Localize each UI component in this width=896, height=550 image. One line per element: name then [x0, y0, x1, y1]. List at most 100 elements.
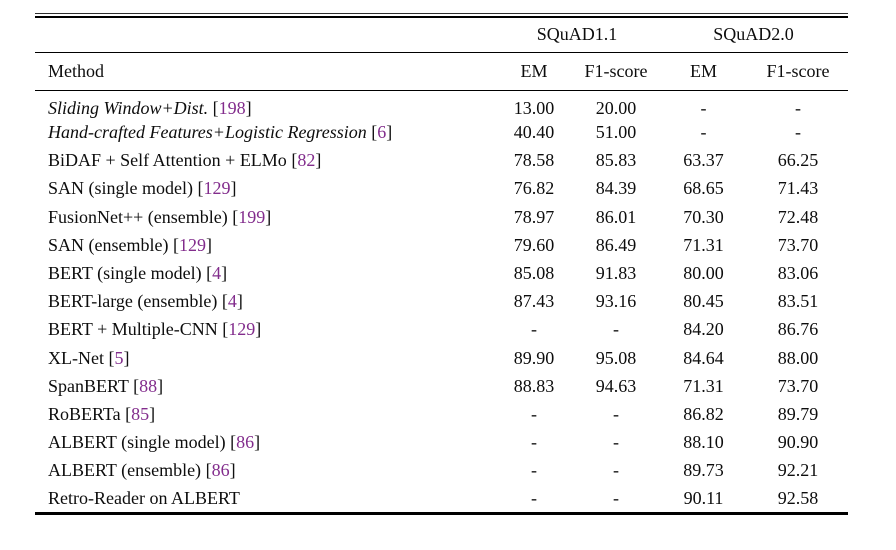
- citation-ref[interactable]: 85: [125, 404, 155, 424]
- score-cell-squad11-em: -: [531, 432, 537, 453]
- column-header-squad20-f1: F1-score: [748, 52, 849, 91]
- score-cell-squad11-em: 40.40: [513, 122, 555, 143]
- table-row: ALBERT (single model) 86 - - 88.10 90.90: [35, 429, 848, 457]
- method-name: BERT + Multiple-CNN: [48, 319, 218, 340]
- score-cell-squad20-f1: 72.48: [777, 206, 819, 227]
- method-name: ALBERT (ensemble): [48, 460, 202, 481]
- citation-number: 86: [236, 432, 255, 453]
- method-cell: SpanBERT 88: [35, 372, 495, 400]
- score-cell-squad20-em: 86.82: [683, 403, 724, 424]
- method-cell: BERT (single model) 4: [35, 259, 495, 287]
- method-cell: SAN (single model) 129: [35, 175, 495, 203]
- citation-ref[interactable]: 4: [222, 291, 243, 311]
- citation-ref[interactable]: 82: [291, 150, 321, 170]
- citation-ref[interactable]: 4: [206, 263, 227, 283]
- score-cell-squad11-f1: 84.39: [595, 178, 637, 199]
- col-group-squad20: SQuAD2.0: [659, 17, 849, 53]
- citation-ref[interactable]: 5: [108, 348, 129, 368]
- method-cell: Hand-crafted Features+Logistic Regressio…: [35, 119, 495, 147]
- column-header-method: Method: [35, 52, 495, 91]
- score-cell-squad20-em: 71.31: [683, 234, 724, 255]
- score-cell-squad11-em: 87.43: [513, 291, 555, 312]
- score-cell-squad11-f1: -: [613, 319, 619, 340]
- citation-number: 129: [203, 178, 231, 199]
- score-cell-squad20-em: 70.30: [683, 206, 724, 227]
- citation-ref[interactable]: 86: [206, 460, 236, 480]
- table-row: Retro-Reader on ALBERT - - 90.11 92.58: [35, 485, 848, 513]
- score-cell-squad20-f1: -: [795, 97, 802, 118]
- column-header-squad11-em: EM: [495, 52, 573, 91]
- method-cell: SAN (ensemble) 129: [35, 231, 495, 259]
- table-row: FusionNet++ (ensemble) 199 78.97 86.01 70.3…: [35, 203, 848, 231]
- score-cell-squad11-f1: -: [613, 403, 619, 424]
- table-row: BERT (single model) 4 85.08 91.83 80.00 83.0…: [35, 259, 848, 287]
- score-cell-squad11-f1: 51.00: [595, 122, 637, 143]
- table-row: ALBERT (ensemble) 86 - - 89.73 92.21: [35, 457, 848, 485]
- score-cell-squad20-em: 90.11: [683, 487, 724, 508]
- col-group-squad11: SQuAD1.1: [495, 17, 660, 53]
- score-cell-squad11-f1: 94.63: [595, 375, 637, 396]
- method-cell: BiDAF + Self Attention + ELMo 82: [35, 147, 495, 175]
- citation-number: 88: [139, 375, 158, 396]
- citation-ref[interactable]: 129: [173, 235, 212, 255]
- score-cell-squad11-f1: 91.83: [595, 263, 637, 284]
- method-cell: FusionNet++ (ensemble) 199: [35, 203, 495, 231]
- method-name: SAN (single model): [48, 178, 193, 199]
- score-cell-squad11-em: 85.08: [513, 263, 555, 284]
- score-cell-squad11-f1: -: [613, 432, 619, 453]
- table-row: SAN (single model) 129 76.82 84.39 68.65 71.…: [35, 175, 848, 203]
- score-cell-squad11-f1: 93.16: [595, 291, 637, 312]
- table-row: SpanBERT 88 88.83 94.63 71.31 73.70: [35, 372, 848, 400]
- method-name: XL-Net: [48, 347, 104, 368]
- citation-number: 85: [131, 403, 150, 424]
- score-cell-squad20-em: 80.45: [683, 291, 724, 312]
- table-row: SAN (ensemble) 129 79.60 86.49 71.31 73.70: [35, 231, 848, 259]
- citation-number: 4: [227, 291, 237, 312]
- score-cell-squad11-f1: 86.49: [595, 234, 637, 255]
- score-cell-squad11-em: 78.58: [513, 150, 555, 171]
- score-cell-squad11-em: 13.00: [513, 97, 555, 118]
- score-cell-squad20-em: 63.37: [683, 150, 724, 171]
- score-cell-squad11-em: -: [531, 403, 537, 424]
- citation-number: 198: [218, 97, 246, 118]
- score-cell-squad20-f1: 86.76: [777, 319, 819, 340]
- method-cell: Retro-Reader on ALBERT: [35, 485, 495, 513]
- citation-number: 5: [114, 347, 124, 368]
- score-cell-squad20-f1: -: [795, 122, 802, 143]
- score-cell-squad20-f1: 73.70: [777, 234, 819, 255]
- score-cell-squad11-em: 76.82: [513, 178, 555, 199]
- method-cell: ALBERT (ensemble) 86: [35, 457, 495, 485]
- squad-results-table: SQuAD1.1 SQuAD2.0 Method EM F1-score EM …: [35, 16, 849, 515]
- method-name: FusionNet++ (ensemble): [48, 206, 228, 227]
- method-cell: RoBERTa 85: [35, 400, 495, 428]
- table-row: Sliding Window+Dist. 198 13.00 20.00 - -: [35, 90, 848, 119]
- citation-number: 86: [211, 460, 230, 481]
- score-cell-squad20-em: 84.20: [683, 319, 724, 340]
- score-cell-squad20-f1: 92.58: [777, 487, 819, 508]
- table-row: Hand-crafted Features+Logistic Regressio…: [35, 119, 848, 147]
- method-name: BERT (single model): [48, 263, 202, 284]
- score-cell-squad11-f1: 20.00: [595, 97, 637, 118]
- score-cell-squad11-em: 88.83: [513, 375, 555, 396]
- citation-ref[interactable]: 88: [133, 376, 163, 396]
- table-row: BERT + Multiple-CNN 129 - - 84.20 86.76: [35, 316, 848, 344]
- column-header-squad11-f1: F1-score: [573, 52, 660, 91]
- score-cell-squad20-f1: 90.90: [777, 432, 819, 453]
- method-name: ALBERT (single model): [48, 432, 226, 453]
- citation-number: 4: [212, 263, 222, 284]
- table-row: BERT-large (ensemble) 4 87.43 93.16 80.45 83…: [35, 288, 848, 316]
- citation-ref[interactable]: 198: [213, 98, 252, 118]
- citation-ref[interactable]: 86: [230, 432, 260, 452]
- method-name: Retro-Reader on ALBERT: [48, 487, 240, 508]
- citation-ref[interactable]: 129: [222, 319, 261, 339]
- method-name: BiDAF + Self Attention + ELMo: [48, 150, 287, 171]
- citation-ref[interactable]: 6: [371, 122, 392, 142]
- score-cell-squad20-em: 80.00: [683, 263, 724, 284]
- citation-ref[interactable]: 129: [197, 178, 236, 198]
- column-header-row: Method EM F1-score EM F1-score: [35, 52, 849, 91]
- citation-ref[interactable]: 199: [232, 207, 271, 227]
- method-name: SpanBERT: [48, 375, 129, 396]
- citation-number: 129: [178, 234, 206, 255]
- method-cell: BERT-large (ensemble) 4: [35, 288, 495, 316]
- score-cell-squad20-em: 88.10: [683, 432, 724, 453]
